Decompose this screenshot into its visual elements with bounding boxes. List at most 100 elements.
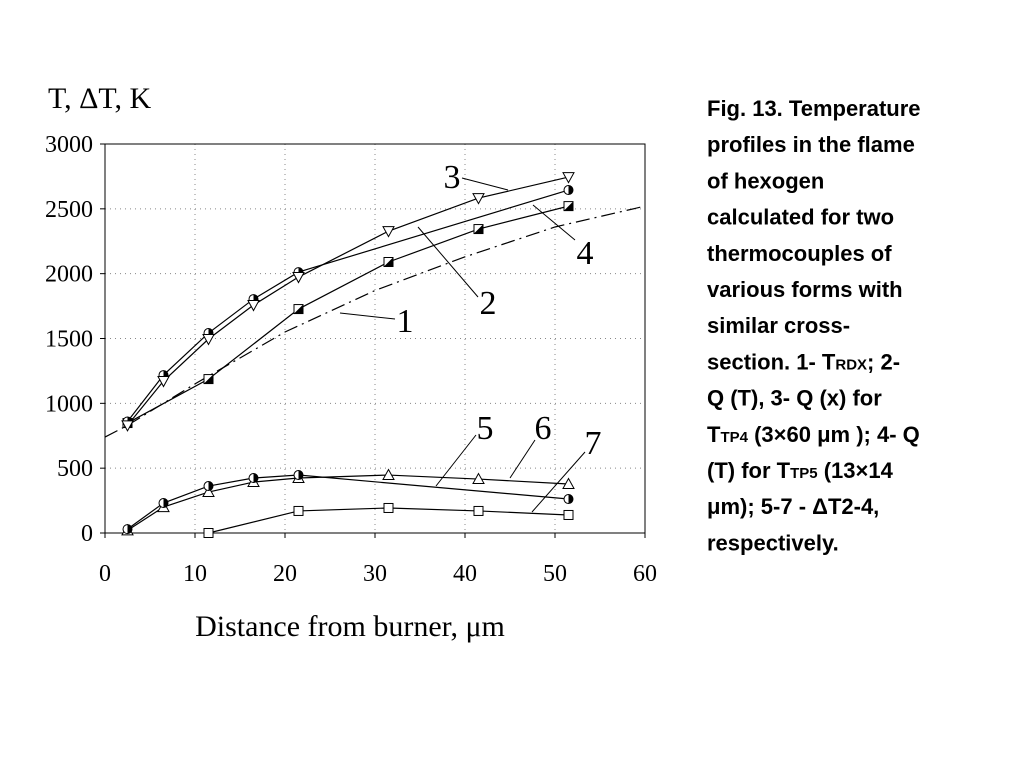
y-tick-label: 1500 <box>45 327 93 353</box>
marker-body <box>292 272 305 284</box>
marker <box>562 172 575 184</box>
caption-subscript: RDX <box>835 356 867 373</box>
series-line <box>127 189 569 422</box>
marker <box>121 420 134 432</box>
caption-text: thermocouples of <box>707 241 892 266</box>
series-line <box>127 474 569 530</box>
series-label: 6 <box>535 410 552 447</box>
marker <box>293 470 304 481</box>
caption-text: (13×14 <box>818 458 894 483</box>
caption-text: Q (T), 3- Q (x) for <box>707 386 882 411</box>
marker <box>292 272 305 284</box>
caption-line: section. 1- TRDX; 2- <box>707 349 900 374</box>
marker <box>158 498 169 509</box>
caption-text: of hexogen <box>707 168 824 193</box>
marker <box>472 193 485 205</box>
x-tick-label: 40 <box>453 561 477 587</box>
series-label: 7 <box>585 425 602 462</box>
caption-text: (3×60 μm ); 4- Q <box>748 422 920 447</box>
marker-body <box>472 193 485 205</box>
marker <box>203 374 214 385</box>
caption-line: respectively. <box>707 530 839 555</box>
y-tick-label: 0 <box>81 521 93 547</box>
marker-fill <box>568 185 573 195</box>
x-axis-label: Distance from burner, μm <box>195 610 505 643</box>
marker-fill <box>253 473 258 483</box>
caption-line: TTP4 (3×60 μm ); 4- Q <box>707 422 920 447</box>
caption-subscript: TP5 <box>790 465 818 482</box>
marker <box>563 201 574 212</box>
caption-text: (T) for T <box>707 458 791 483</box>
marker-body <box>472 472 485 485</box>
marker-body <box>203 528 214 538</box>
marker <box>247 300 260 312</box>
series-line <box>127 176 569 426</box>
marker-body <box>157 376 170 388</box>
caption-line: μm); 5-7 - ΔT2-4, <box>707 494 879 519</box>
marker <box>202 334 215 346</box>
series-label: 3 <box>444 159 461 196</box>
marker <box>293 505 304 516</box>
caption-text: calculated for two <box>707 205 894 230</box>
marker-fill <box>474 224 483 234</box>
marker-body <box>202 334 215 346</box>
marker <box>122 524 133 535</box>
caption-text: various forms with <box>707 277 903 302</box>
marker-fill <box>568 494 573 504</box>
series-label: 5 <box>477 410 494 447</box>
caption-line: (T) for TTP5 (13×14 <box>707 458 894 483</box>
series-label: 2 <box>480 285 497 322</box>
x-tick-label: 60 <box>633 561 657 587</box>
marker-body <box>121 420 134 432</box>
x-tick-label: 20 <box>273 561 297 587</box>
callout-line <box>509 439 536 479</box>
marker-body <box>382 468 395 481</box>
marker-body <box>562 477 575 489</box>
series-line <box>127 205 569 424</box>
caption-line: Fig. 13. Temperature <box>707 96 921 121</box>
marker <box>203 481 214 492</box>
callout-line <box>461 177 509 191</box>
marker-fill <box>384 257 393 267</box>
caption-line: thermocouples of <box>707 241 892 266</box>
marker-body <box>563 509 574 520</box>
marker-body <box>202 485 215 498</box>
y-tick-label: 2000 <box>45 262 93 288</box>
marker <box>562 477 575 489</box>
marker <box>248 473 259 484</box>
marker <box>382 226 395 238</box>
marker <box>563 185 574 196</box>
marker-fill <box>204 374 213 384</box>
marker <box>563 494 574 505</box>
marker <box>472 472 485 485</box>
series-line <box>104 205 646 438</box>
series-line <box>127 474 569 531</box>
caption-text: ; 2- <box>867 349 900 374</box>
caption-text: Fig. 13. Temperature <box>707 96 921 121</box>
caption-line: various forms with <box>707 277 903 302</box>
marker-body <box>473 505 484 516</box>
marker <box>563 509 574 520</box>
caption-text: respectively. <box>707 530 839 555</box>
series-label: 4 <box>577 235 594 272</box>
caption-text: similar cross- <box>707 313 850 338</box>
x-tick-label: 50 <box>543 561 567 587</box>
caption-text: μm); 5-7 - ΔT2-4, <box>707 494 879 519</box>
marker-fill <box>127 524 132 534</box>
marker-fill <box>163 498 168 508</box>
marker <box>293 304 304 315</box>
caption-line: profiles in the flame <box>707 132 915 157</box>
marker <box>157 376 170 388</box>
y-tick-label: 2500 <box>45 197 93 223</box>
callout-line <box>532 204 576 241</box>
marker-body <box>562 172 575 184</box>
caption-text: T <box>707 422 721 447</box>
marker-fill <box>294 304 303 314</box>
plot-frame <box>104 143 646 534</box>
marker <box>473 224 484 235</box>
marker <box>202 485 215 498</box>
x-tick-label: 0 <box>99 561 111 587</box>
marker-fill <box>298 470 303 480</box>
y-axis-label: T, ΔT, K <box>48 82 151 115</box>
